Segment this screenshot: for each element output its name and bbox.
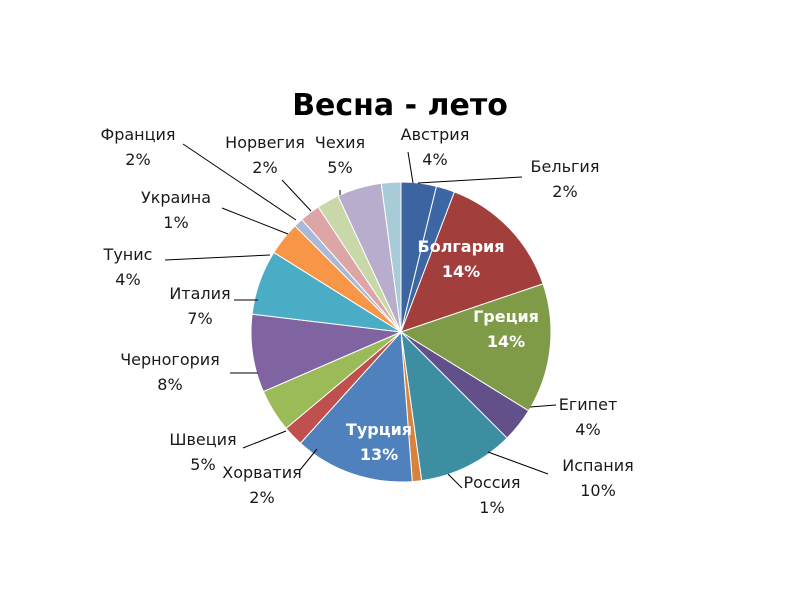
slice-label-percent: 4%	[422, 150, 447, 169]
slice-label-name: Хорватия	[222, 463, 301, 482]
slice-label-percent: 14%	[487, 332, 525, 351]
slice-label-percent: 1%	[163, 213, 188, 232]
slice-label-percent: 1%	[479, 498, 504, 517]
slice-label-percent: 10%	[580, 481, 616, 500]
slice-label-name: Украина	[141, 188, 211, 207]
slice-label-name: Швеция	[169, 430, 236, 449]
slice-label-percent: 2%	[252, 158, 277, 177]
leader-line-Россия	[447, 473, 463, 489]
slice-label-name: Норвегия	[225, 133, 305, 152]
leader-line-Австрия	[407, 151, 414, 184]
pie-slices	[250, 181, 552, 483]
leader-line-Египет	[529, 404, 557, 408]
slice-label-name: Болгария	[418, 237, 505, 256]
slice-label-name: Италия	[169, 284, 230, 303]
slice-label-name: Тунис	[103, 245, 153, 264]
leader-line-Украина	[221, 207, 289, 235]
slice-label-percent: 2%	[552, 182, 577, 201]
leader-line-Испания	[487, 451, 549, 475]
pie-slice-unlabeled	[380, 181, 402, 333]
slice-label-percent: 4%	[575, 420, 600, 439]
slice-label-percent: 14%	[442, 262, 480, 281]
slice-label-percent: 4%	[115, 270, 140, 289]
slice-label-name: Черногория	[120, 350, 220, 369]
slice-label-name: Франция	[100, 125, 175, 144]
leader-line-Тунис	[164, 254, 271, 261]
leader-line-Швеция	[242, 430, 287, 449]
slice-label-percent: 2%	[249, 488, 274, 507]
slice-label-percent: 7%	[187, 309, 212, 328]
slice-label-percent: 5%	[327, 158, 352, 177]
pie-slice-Болгария	[400, 191, 544, 333]
slice-label-percent: 5%	[190, 455, 215, 474]
slice-label-name: Греция	[473, 307, 539, 326]
slice-label-name: Чехия	[315, 133, 365, 152]
leader-line-Франция	[182, 143, 297, 221]
leader-line-Хорватия	[299, 448, 318, 471]
slice-labels: Австрия 4% Бельгия 2% Болгария 14% Греция 14% Ег…	[100, 125, 633, 517]
slice-label-percent: 13%	[360, 445, 398, 464]
slice-label-name: Испания	[562, 456, 634, 475]
pie-slice-Испания	[400, 330, 508, 482]
leader-line-Норвегия	[281, 179, 312, 212]
slice-label-name: Австрия	[401, 125, 470, 144]
slice-label-name: Россия	[463, 473, 520, 492]
slice-label-name: Бельгия	[531, 157, 600, 176]
chart-title: Весна - лето	[292, 88, 508, 123]
slice-label-name: Турция	[346, 420, 412, 439]
leader-lines	[164, 143, 557, 489]
slice-label-name: Египет	[559, 395, 618, 414]
leader-line-Бельгия	[417, 176, 523, 184]
slice-label-percent: 8%	[157, 375, 182, 394]
pie-slice-Греция	[399, 283, 552, 412]
slice-label-percent: 2%	[125, 150, 150, 169]
pie-slice-Турция	[299, 330, 413, 483]
